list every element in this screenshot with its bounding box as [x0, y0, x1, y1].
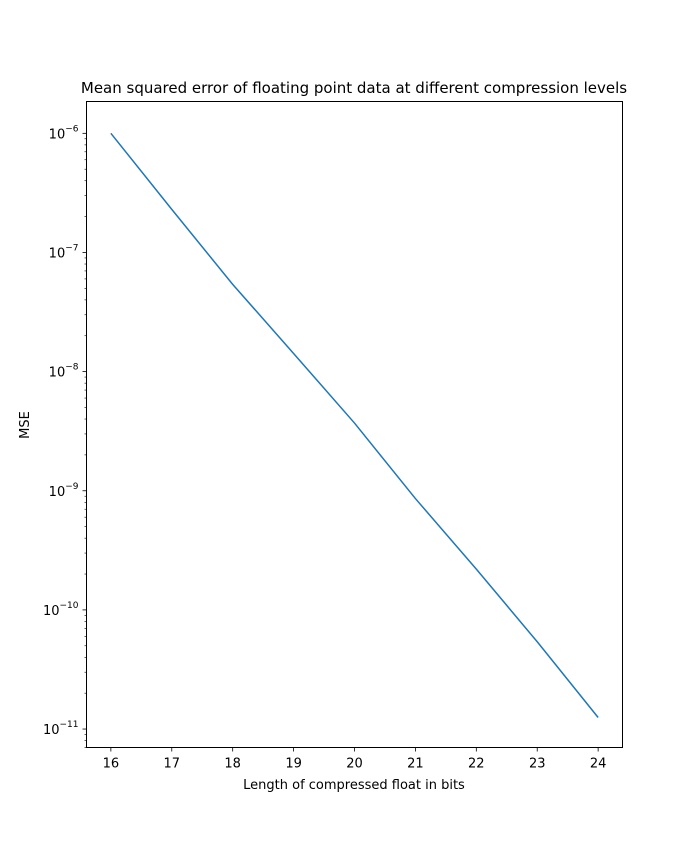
series-line-0 — [110, 132, 599, 718]
y-axis-label: MSE — [18, 411, 33, 439]
plot-frame — [86, 101, 623, 748]
x-tick-label: 17 — [163, 757, 180, 772]
x-tick-label: 20 — [346, 757, 363, 772]
y-tick-label: 10−6 — [49, 124, 79, 142]
x-tick-label: 19 — [285, 757, 302, 772]
y-tick-label: 10−10 — [43, 601, 79, 619]
y-tick-label: 10−11 — [43, 720, 79, 738]
y-tick-label: 10−8 — [49, 363, 79, 381]
chart-title: Mean squared error of floating point dat… — [81, 79, 627, 97]
x-tick-label: 21 — [407, 757, 424, 772]
x-tick-label: 23 — [529, 757, 546, 772]
x-tick-label: 18 — [224, 757, 241, 772]
x-tick-label: 22 — [468, 757, 485, 772]
plot-area: 16 17 18 19 20 21 22 23 24 10−6 10−7 10−8 10−9 10−10 1… — [43, 124, 606, 771]
y-tick-label: 10−7 — [49, 243, 79, 261]
x-tick-label: 24 — [590, 757, 607, 772]
y-tick-label: 10−9 — [49, 482, 79, 500]
x-axis-label: Length of compressed float in bits — [243, 778, 465, 793]
x-tick-label: 16 — [103, 757, 120, 772]
